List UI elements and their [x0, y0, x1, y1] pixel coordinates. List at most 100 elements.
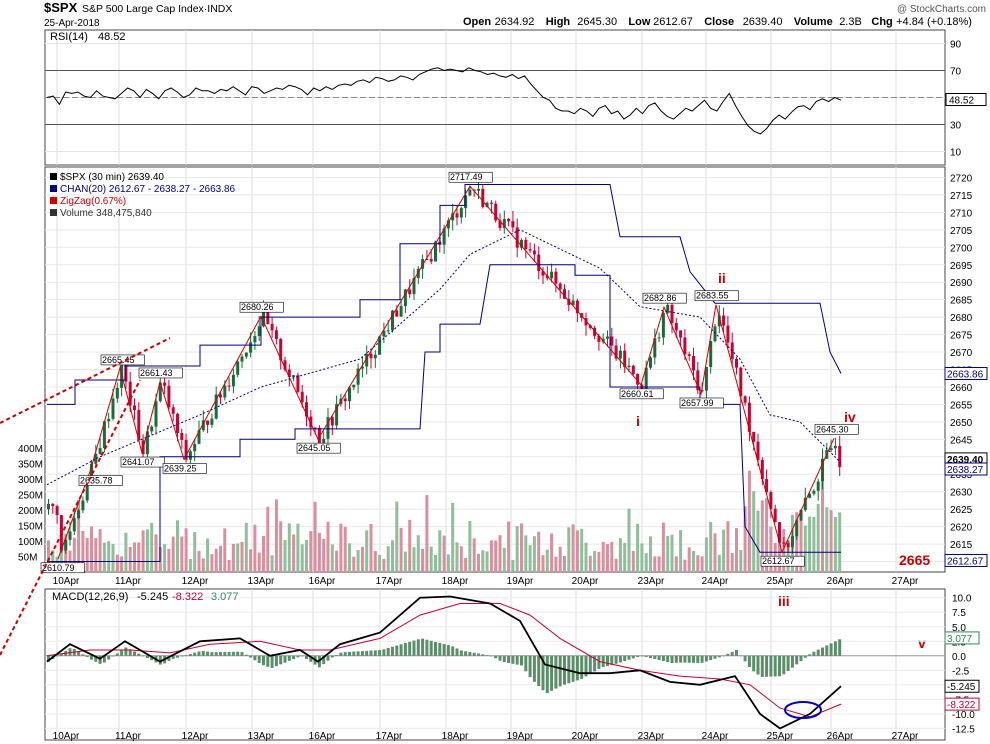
macd-histogram-bar	[322, 655, 326, 665]
price-bar-body	[704, 367, 708, 391]
macd-histogram-bar	[649, 655, 652, 658]
macd-histogram-bar	[184, 655, 188, 656]
volume-bar	[704, 537, 708, 572]
x-tick-label: 16Apr	[309, 576, 336, 587]
macd-histogram-bar	[644, 655, 648, 657]
volume-bar	[610, 541, 614, 572]
macd-hist-value: 3.077	[211, 591, 239, 603]
price-bar-body	[687, 354, 691, 356]
macd-histogram-bar	[730, 651, 734, 656]
macd-histogram-bar	[434, 641, 437, 656]
macd-histogram-bar	[614, 655, 618, 664]
macd-histogram-bar	[274, 655, 278, 667]
price-tick: 2625	[950, 505, 973, 516]
macd-histogram-bar	[636, 655, 640, 658]
price-bar-body	[563, 289, 566, 299]
macd-histogram-bar	[808, 654, 812, 656]
panel-macd	[44, 588, 946, 741]
volume-tick: 250M	[18, 491, 43, 502]
price-tag: 2663.86	[947, 369, 984, 380]
price-bar-body	[670, 304, 674, 323]
macd-histogram-bar	[584, 655, 588, 677]
volume-bar	[709, 522, 713, 572]
macd-histogram-bar	[176, 655, 179, 658]
price-bar-body	[640, 384, 644, 391]
price-bar-body	[369, 353, 373, 359]
volume-bar	[812, 517, 816, 572]
macd-histogram-bar	[305, 655, 308, 660]
price-bar-body	[270, 323, 274, 331]
price-bar-body	[558, 283, 562, 290]
price-bar-body	[627, 365, 631, 368]
zigzag-label: 2682.86	[644, 293, 677, 303]
macd-histogram-bar	[47, 655, 50, 662]
price-bar-body	[287, 369, 291, 377]
x-tick-label-bottom: 16Apr	[309, 731, 336, 742]
price-bar-body	[434, 241, 437, 262]
price-bar-body	[274, 330, 278, 339]
zigzag-label: 2645.05	[298, 443, 331, 453]
price-bar-body	[459, 208, 463, 218]
price-bar-body	[412, 278, 416, 295]
price-bar-body	[305, 402, 308, 417]
macd-histogram-bar	[330, 655, 334, 658]
zigzag-label-box	[120, 456, 165, 468]
rsi-tick: 10	[950, 148, 962, 159]
macd-histogram-bar	[606, 655, 609, 667]
price-bar-body	[313, 427, 317, 429]
macd-histogram-bar	[786, 655, 790, 672]
x-tick-label: 27Apr	[892, 576, 919, 587]
price-bar-body	[747, 402, 751, 432]
volume-bar	[541, 555, 545, 572]
volume-bar	[98, 529, 102, 572]
price-bar-body	[373, 354, 377, 359]
price-bar-body	[679, 330, 683, 338]
volume-bar	[739, 550, 743, 572]
volume-bar	[163, 544, 167, 572]
volume-bar	[434, 555, 437, 572]
legend-swatch	[50, 197, 57, 204]
price-tick: 2705	[950, 226, 973, 237]
volume-bar	[227, 559, 231, 572]
macd-histogram-bar	[343, 652, 347, 656]
macd-histogram-bar	[623, 655, 627, 662]
price-tick: 2715	[950, 191, 973, 202]
volume-bar	[137, 542, 141, 572]
macd-histogram-bar	[128, 649, 132, 656]
price-bar-body	[515, 227, 519, 248]
price-bar-body	[163, 382, 167, 386]
zigzag-label: 2635.78	[80, 476, 113, 486]
price-bar-body	[429, 259, 433, 262]
volume-bar	[687, 547, 691, 572]
price-bar-body	[739, 367, 743, 397]
price-bar-body	[81, 500, 85, 511]
price-bar-body	[154, 401, 158, 427]
price-bar-body	[821, 458, 824, 482]
volume-bar	[649, 536, 652, 572]
volume-bar	[115, 554, 119, 572]
macd-histogram-bar	[550, 655, 554, 691]
x-tick-label: 12Apr	[182, 576, 209, 587]
macd-histogram-bar	[769, 655, 773, 677]
volume-bar	[150, 522, 154, 572]
price-bar-body	[636, 373, 640, 385]
macd-histogram-bar	[790, 655, 794, 668]
macd-histogram-bar	[713, 655, 717, 659]
trendline-lower	[0, 379, 141, 656]
volume-bar	[231, 543, 235, 572]
price-bar-body	[464, 195, 468, 209]
macd-histogram-bar	[498, 655, 502, 661]
volume-tick: 350M	[18, 460, 43, 471]
price-bar-body	[300, 391, 304, 403]
price-bar-body	[442, 228, 446, 245]
volume-bar	[425, 495, 429, 572]
volume-bar	[257, 552, 261, 572]
macd-histogram-bar	[816, 649, 820, 656]
price-bar-body	[709, 341, 713, 368]
zigzag-label-box	[694, 290, 739, 302]
legend-entry: CHAN(20) 2612.67 - 2638.27 - 2663.86	[60, 184, 236, 195]
price-bar-body	[395, 310, 399, 317]
macd-histogram-bar	[683, 655, 687, 663]
zigzag-label: 2639.25	[164, 463, 197, 473]
macd-tag: -8.322	[947, 700, 976, 711]
